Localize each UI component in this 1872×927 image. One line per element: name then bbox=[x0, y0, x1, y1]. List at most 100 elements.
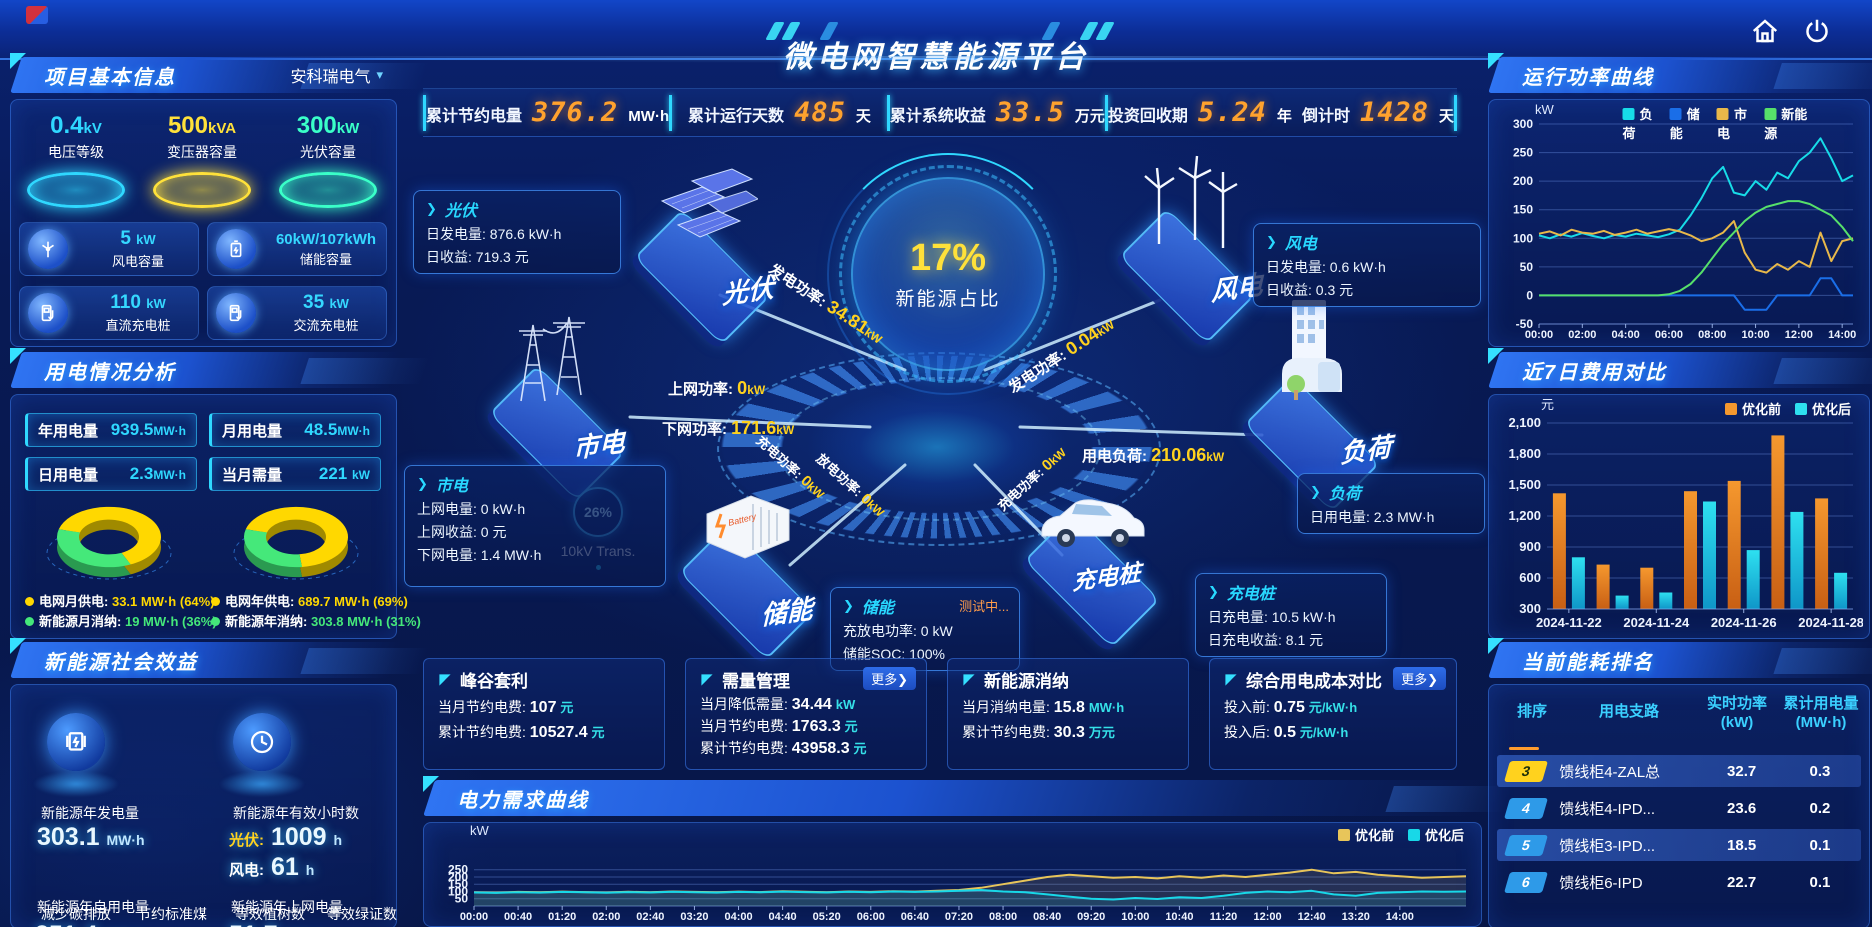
node-label: 市电 bbox=[573, 426, 625, 464]
legend-item-负荷[interactable]: 负荷 bbox=[1622, 107, 1653, 141]
svg-text:01:20: 01:20 bbox=[548, 911, 576, 923]
svg-text:kW: kW bbox=[470, 823, 490, 838]
stat-year-energy: 年用电量 939.5MW·h bbox=[25, 413, 197, 447]
chart-legend: 优化前 优化后 bbox=[1724, 399, 1851, 418]
panel-demand-curve: 电力需求曲线 kW 50 100 150 200 250 00:00 00:40 01:20 02… bbox=[423, 776, 1486, 927]
chart-legend: 负荷 储能 市电 新能源 bbox=[1622, 104, 1808, 142]
card-cost-comparison: 综合用电成本对比 更多❯ 投入前: 0.75 元/kW·h 投入后: 0.5 元… bbox=[1209, 658, 1457, 770]
center-orb: 17% 新能源占比 bbox=[827, 153, 1069, 395]
renewable-share-label: 新能源占比 bbox=[895, 289, 1001, 310]
column-header-rank: 排序 bbox=[1516, 703, 1547, 720]
svg-text:50: 50 bbox=[455, 892, 469, 906]
svg-text:03:20: 03:20 bbox=[680, 911, 708, 923]
card-charger: ❯ 充电桩 日充电量: 10.5 kW·h 日充电收益: 8.1 元 bbox=[1195, 573, 1387, 657]
power-icon[interactable] bbox=[1802, 16, 1832, 46]
kpi-item-run-days: 累计运行天数 485 天 bbox=[672, 97, 887, 128]
branch-cell: 馈线柜6-IPD bbox=[1559, 874, 1643, 892]
panel-header: 当前能耗排名 bbox=[1488, 638, 1872, 680]
svg-text:900: 900 bbox=[1519, 539, 1541, 554]
decor-slash bbox=[1095, 22, 1115, 40]
panel-title: 运行功率曲线 bbox=[1522, 67, 1654, 89]
svg-text:元: 元 bbox=[1541, 397, 1554, 412]
svg-text:150: 150 bbox=[448, 877, 468, 891]
svg-text:100: 100 bbox=[448, 884, 468, 898]
donut-month-supply bbox=[29, 495, 189, 595]
card-peak-valley-arbitrage: 峰谷套利 当月节约电费: 107 元 累计节约电费: 10527.4 元 bbox=[423, 658, 665, 770]
more-button[interactable]: 更多❯ bbox=[1393, 667, 1446, 690]
wind-turbines-icon bbox=[1129, 140, 1241, 265]
legend-item-市电[interactable]: 市电 bbox=[1716, 107, 1747, 141]
flow-feed-in-power: 上网功率: 0kW bbox=[668, 378, 766, 398]
svg-text:13:20: 13:20 bbox=[1342, 911, 1370, 923]
panel-title: 项目基本信息 bbox=[44, 67, 176, 89]
svg-text:250: 250 bbox=[448, 863, 468, 877]
panel-header: 运行功率曲线 bbox=[1488, 53, 1872, 95]
legend-item-优化后[interactable]: 优化后 bbox=[1407, 825, 1464, 844]
svg-text:200: 200 bbox=[1513, 174, 1533, 188]
svg-text:2,100: 2,100 bbox=[1508, 415, 1541, 430]
glow-ring bbox=[279, 172, 377, 208]
corner-accent-icon bbox=[1486, 51, 1506, 71]
svg-text:00:40: 00:40 bbox=[504, 911, 532, 923]
legend-item-储能[interactable]: 储能 bbox=[1669, 107, 1700, 141]
card-wind: ❯ 风电 日发电量: 0.6 kW·h 日收益: 0.3 元 bbox=[1253, 223, 1481, 307]
svg-text:00:00: 00:00 bbox=[460, 911, 488, 923]
panel-header: 近7日费用对比 bbox=[1488, 348, 1872, 390]
legend-item-优化后[interactable]: 优化后 bbox=[1794, 399, 1851, 418]
panel-cost-compare: 近7日费用对比 元 300 600 900 1,200 1,500 1,800 2,100 20… bbox=[1488, 348, 1872, 639]
card-renewable-consumption: 新能源消纳 当月消纳电量: 15.8 MW·h 累计节约电费: 30.3 万元 bbox=[947, 658, 1189, 770]
cost-compare-chart: 元 300 600 900 1,200 1,500 1,800 2,100 2024-11-22… bbox=[1493, 397, 1864, 635]
kpi-value: 485 bbox=[794, 97, 846, 128]
svg-text:04:40: 04:40 bbox=[769, 911, 797, 923]
table-row[interactable]: 4 馈线柜4-IPD... 23.6 0.2 bbox=[1497, 792, 1861, 824]
kpi-label: 累计节约电量 bbox=[426, 108, 523, 125]
svg-text:06:40: 06:40 bbox=[901, 911, 929, 923]
table-row[interactable]: 6 馈线柜6-IPD 22.7 0.1 bbox=[1497, 866, 1861, 895]
kpi-item-income: 累计系统收益 33.5 万元 bbox=[890, 97, 1105, 128]
kpi-value: 33.5 bbox=[995, 97, 1065, 128]
tile-dc-charger: 110 kW 直流充电桩 bbox=[19, 286, 199, 340]
legend-item-优化前[interactable]: 优化前 bbox=[1337, 825, 1394, 844]
svg-text:300: 300 bbox=[1519, 601, 1541, 616]
chart-legend: 优化前 优化后 bbox=[1337, 825, 1464, 844]
stat-month-demand: 当月需量 221 kW bbox=[209, 457, 381, 491]
generation-icon bbox=[47, 713, 105, 771]
energy-cell: 0.2 bbox=[1809, 799, 1831, 817]
legend-renewable-month: 新能源月消纳: 19 MW·h (36%) bbox=[25, 611, 217, 630]
glow-ring bbox=[27, 172, 125, 208]
tile-ac-charger: 35 kW 交流充电桩 bbox=[207, 286, 387, 340]
svg-text:10:00: 10:00 bbox=[1741, 329, 1769, 341]
table-row[interactable]: 5 馈线柜3-IPD... 18.5 0.1 bbox=[1497, 829, 1861, 861]
svg-text:02:40: 02:40 bbox=[636, 911, 664, 923]
kpi-label: 累计系统收益 bbox=[889, 108, 986, 125]
panel-title: 当前能耗排名 bbox=[1522, 652, 1654, 674]
kpi-label: 投资回收期 bbox=[1107, 108, 1188, 125]
svg-text:12:40: 12:40 bbox=[1298, 911, 1326, 923]
demand-curve-chart: kW 50 100 150 200 250 00:00 00:40 01:20 02:00 02:4… bbox=[428, 823, 1476, 924]
stat-label: 减少碳排放 bbox=[41, 906, 111, 922]
legend-item-新能源[interactable]: 新能源 bbox=[1764, 107, 1808, 141]
table-row[interactable]: 3 馈线柜4-ZAL总 32.7 0.3 bbox=[1497, 755, 1861, 787]
home-icon[interactable] bbox=[1750, 16, 1780, 46]
svg-text:-50: -50 bbox=[1516, 317, 1534, 331]
svg-text:09:20: 09:20 bbox=[1077, 911, 1105, 923]
more-button[interactable]: 更多❯ bbox=[863, 667, 916, 690]
svg-text:2024-11-26: 2024-11-26 bbox=[1711, 615, 1777, 630]
card-demand-management: 需量管理 更多❯ 当月降低需量: 34.44 kW 当月节约电费: 1763.3… bbox=[685, 658, 927, 770]
legend-item-优化前[interactable]: 优化前 bbox=[1724, 399, 1781, 418]
stat-label: 新能源年有效小时数 bbox=[233, 805, 359, 821]
svg-text:11:20: 11:20 bbox=[1210, 911, 1238, 923]
branch-cell: 馈线柜4-IPD... bbox=[1559, 800, 1656, 818]
card-load: ❯ 负荷 日用电量: 2.3 MW·h bbox=[1297, 473, 1485, 534]
corner-accent-icon bbox=[8, 346, 28, 366]
company-select[interactable]: 安科瑞电气 ▾ bbox=[290, 63, 383, 87]
donut-year-supply bbox=[216, 495, 376, 595]
svg-text:12:00: 12:00 bbox=[1785, 329, 1813, 341]
stat-month-energy: 月用电量 48.5MW·h bbox=[209, 413, 381, 447]
panel-title: 新能源社会效益 bbox=[44, 652, 198, 674]
svg-text:06:00: 06:00 bbox=[857, 911, 885, 923]
stat-label: 节约标准煤 bbox=[137, 906, 207, 922]
kpi-unit: MW·h bbox=[628, 108, 670, 125]
svg-text:12:00: 12:00 bbox=[1254, 911, 1282, 923]
